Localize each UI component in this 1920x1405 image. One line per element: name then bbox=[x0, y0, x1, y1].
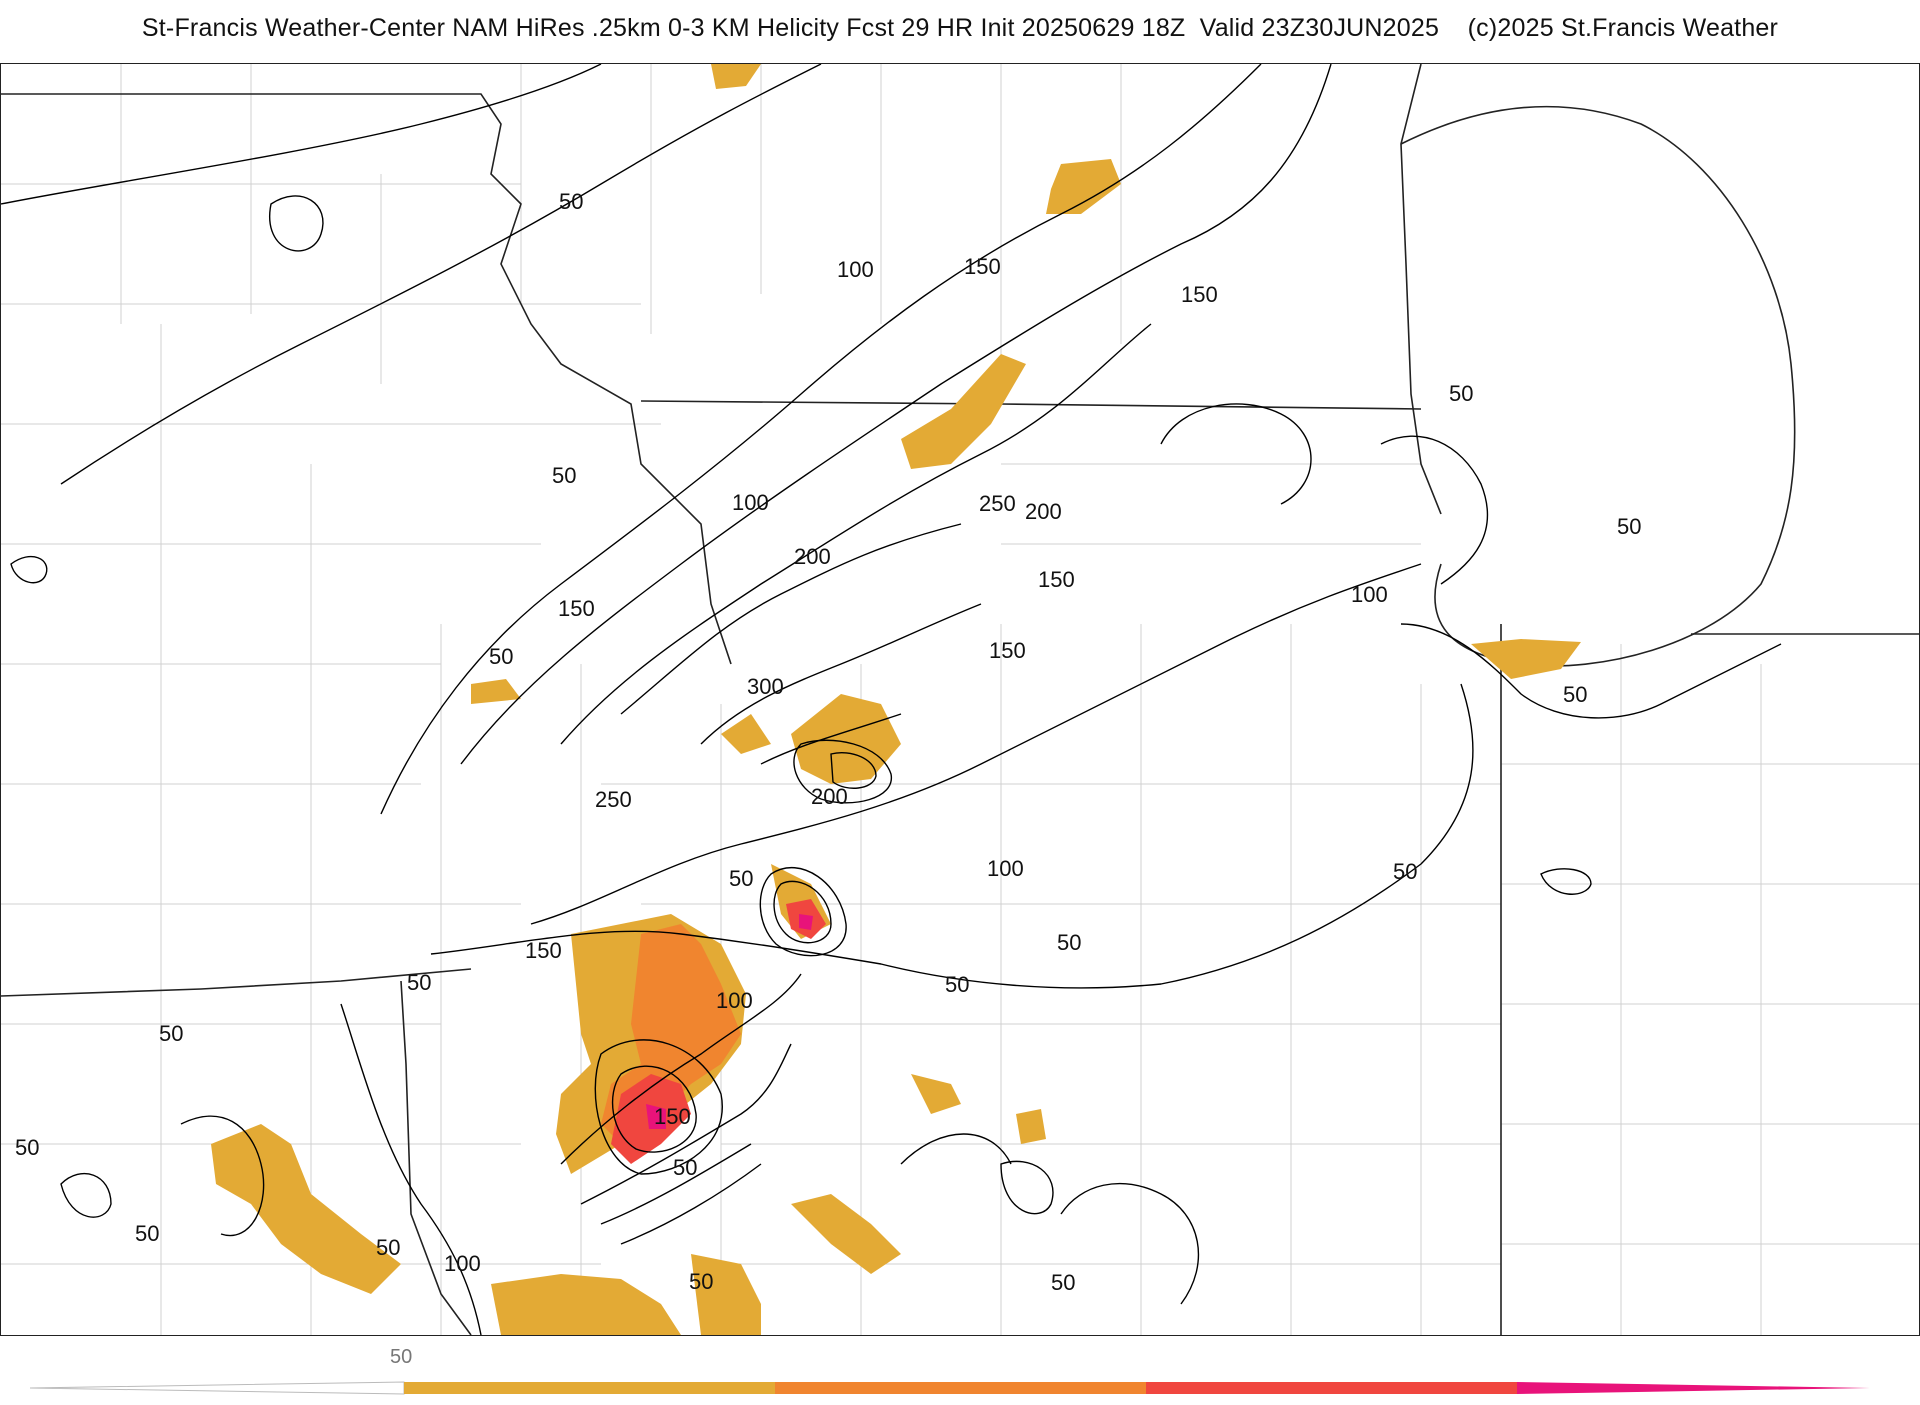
contour-label: 50 bbox=[376, 1235, 400, 1260]
contour-label: 50 bbox=[689, 1269, 713, 1294]
contour-label: 50 bbox=[552, 463, 576, 488]
contour-label: 50 bbox=[1051, 1270, 1075, 1295]
contour-label: 50 bbox=[1449, 381, 1473, 406]
contour-label: 50 bbox=[1563, 682, 1587, 707]
fill-200 bbox=[646, 1104, 666, 1129]
contour-label: 50 bbox=[407, 970, 431, 995]
fill-200 bbox=[799, 914, 813, 930]
contour-label: 100 bbox=[837, 257, 874, 282]
legend-tick-label: 50 bbox=[390, 1346, 412, 1368]
fill-50 bbox=[791, 694, 901, 784]
contour-label: 150 bbox=[1181, 282, 1218, 307]
contour-label: 50 bbox=[489, 644, 513, 669]
contour-label: 150 bbox=[1038, 567, 1075, 592]
fill-50 bbox=[711, 64, 761, 89]
contour-label: 50 bbox=[15, 1135, 39, 1160]
contour-label: 50 bbox=[729, 866, 753, 891]
contour-label: 200 bbox=[1025, 499, 1062, 524]
contour-label: 250 bbox=[595, 787, 632, 812]
contour-labels: 50 100 150 150 50 50 100 250 200 50 200 … bbox=[15, 189, 1641, 1295]
contour-label: 50 bbox=[1057, 930, 1081, 955]
contour-label: 50 bbox=[1393, 859, 1417, 884]
legend-low-triangle bbox=[29, 1381, 405, 1395]
legend-swatch-50 bbox=[404, 1382, 775, 1394]
legend-swatch-100 bbox=[775, 1382, 1146, 1394]
contour-label: 200 bbox=[794, 544, 831, 569]
contour-label: 50 bbox=[945, 972, 969, 997]
contour-label: 50 bbox=[673, 1155, 697, 1180]
contour-label: 50 bbox=[1617, 514, 1641, 539]
contour-label: 300 bbox=[747, 674, 784, 699]
contour-label: 50 bbox=[559, 189, 583, 214]
fill-50 bbox=[471, 679, 521, 704]
contour-label: 150 bbox=[558, 596, 595, 621]
fill-50 bbox=[211, 1124, 401, 1294]
contour-label: 100 bbox=[716, 988, 753, 1013]
fill-50 bbox=[491, 1274, 681, 1335]
contour-label: 50 bbox=[159, 1021, 183, 1046]
map-title: St-Francis Weather-Center NAM HiRes .25k… bbox=[141, 14, 1779, 42]
contour-label: 200 bbox=[811, 784, 848, 809]
county-lines bbox=[1, 64, 1919, 1335]
fill-50 bbox=[901, 354, 1026, 469]
helicity-contours bbox=[1, 64, 1782, 1335]
contour-label: 100 bbox=[444, 1251, 481, 1276]
color-legend: 50 bbox=[0, 1340, 1920, 1400]
fill-50 bbox=[911, 1074, 961, 1114]
fill-50 bbox=[791, 1194, 901, 1274]
fill-50 bbox=[691, 1254, 761, 1335]
contour-label: 150 bbox=[964, 254, 1001, 279]
contour-label: 250 bbox=[979, 491, 1016, 516]
contour-label: 150 bbox=[989, 638, 1026, 663]
contour-label: 150 bbox=[525, 938, 562, 963]
contour-label: 100 bbox=[1351, 582, 1388, 607]
fill-50 bbox=[721, 714, 771, 754]
fill-50 bbox=[1471, 639, 1581, 679]
contour-label: 100 bbox=[987, 856, 1024, 881]
legend-high-triangle bbox=[1517, 1382, 1870, 1394]
contour-label: 150 bbox=[654, 1104, 691, 1129]
contour-label: 50 bbox=[135, 1221, 159, 1246]
legend-swatch-150 bbox=[1146, 1382, 1517, 1394]
fill-50 bbox=[1046, 159, 1121, 214]
map-panel: 50 100 150 150 50 50 100 250 200 50 200 … bbox=[0, 63, 1920, 1336]
contour-label: 100 bbox=[732, 490, 769, 515]
fill-50 bbox=[1016, 1109, 1046, 1144]
